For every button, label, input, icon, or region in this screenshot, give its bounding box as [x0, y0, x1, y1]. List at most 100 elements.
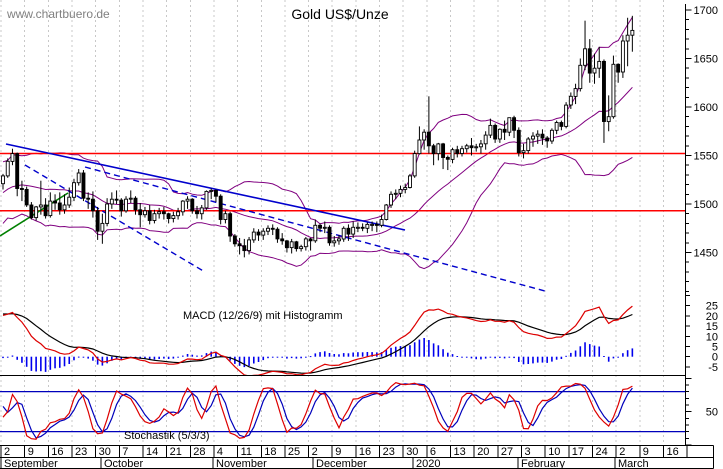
macd-histogram-bar: [172, 356, 175, 359]
macd-histogram-bar: [390, 347, 392, 357]
macd-tick-label: 5: [712, 342, 718, 354]
macd-histogram-bar: [574, 350, 577, 357]
candle-up: [531, 135, 535, 140]
macd-histogram-bar: [290, 356, 293, 359]
macd-histogram-bar: [271, 356, 274, 358]
week-day-label: 18: [264, 446, 276, 458]
week-day-label: 30: [99, 446, 111, 458]
week-day-label: 10: [548, 446, 560, 458]
macd-histogram-bar: [243, 356, 246, 368]
candle-up: [478, 143, 483, 148]
macd-signal-line: [3, 313, 633, 374]
candle-up: [109, 198, 114, 205]
candle-up: [606, 116, 611, 123]
macd-histogram-bar: [470, 356, 473, 359]
candle-up: [34, 206, 39, 219]
week-day-label: 13: [454, 446, 466, 458]
candle-down: [516, 129, 521, 154]
macd-histogram-bar: [338, 354, 340, 357]
candle-up: [488, 124, 493, 136]
candle-up: [370, 223, 375, 226]
candle-down: [327, 226, 332, 244]
macd-histogram-bar: [366, 352, 369, 357]
candle-down: [138, 209, 143, 216]
candle-down: [90, 198, 95, 212]
candle-down: [256, 231, 261, 236]
macd-histogram-bar: [101, 356, 104, 366]
macd-histogram-bar: [295, 356, 298, 359]
candle-down: [559, 122, 564, 127]
candle-down: [512, 117, 517, 131]
macd-histogram-bar: [63, 356, 66, 367]
candle-down: [57, 202, 62, 211]
macd-histogram-bar: [44, 356, 47, 372]
macd-histogram-bar: [598, 346, 601, 357]
candle-up: [223, 213, 228, 220]
candle-up: [497, 128, 502, 140]
candle-down: [441, 143, 446, 158]
week-day-label: 9: [335, 446, 341, 458]
candle-up: [417, 139, 422, 155]
macd-histogram-bar: [451, 354, 454, 357]
candle-up: [403, 187, 408, 190]
macd-histogram-bar: [323, 351, 326, 357]
macd-histogram-bar: [347, 353, 350, 357]
bollinger-lower-line: [2, 153, 633, 270]
macd-histogram-bar: [167, 356, 170, 359]
candle-down: [95, 210, 100, 232]
macd-histogram-bar: [148, 356, 151, 360]
macd-histogram-bar: [399, 346, 402, 357]
candle-up: [266, 227, 270, 232]
macd-histogram-bar: [49, 356, 52, 370]
candle-down: [161, 211, 166, 215]
macd-histogram-bar: [153, 356, 156, 360]
price-tick-label: 1500: [694, 199, 718, 211]
candle-down: [15, 153, 20, 189]
price-tick-label: 1600: [694, 102, 718, 114]
week-day-label: 16: [359, 446, 371, 458]
candle-down: [602, 60, 606, 122]
stoch-label: Stochastik (5/3/3): [124, 430, 210, 442]
macd-histogram-bar: [465, 356, 468, 358]
candle-up: [337, 238, 341, 242]
candle-down: [280, 238, 285, 242]
macd-histogram-bar: [527, 356, 530, 364]
candle-up: [483, 134, 488, 145]
x-axis-table: 2 9 16 23 30 7 14 21 28 4 11 18 25 2 9 16 23 30 6 13 20 27 3 10…: [0, 445, 714, 469]
macd-histogram-bar: [281, 356, 283, 358]
candle-down: [43, 204, 48, 217]
macd-histogram-bar: [262, 356, 265, 361]
macd-histogram-bar: [385, 350, 388, 357]
candle-down: [360, 226, 365, 229]
candle-up: [204, 190, 209, 209]
macd-histogram-bar: [447, 352, 449, 357]
candle-up: [412, 153, 417, 177]
macd-histogram-bar: [475, 356, 477, 360]
gridlines-layer: [0, 0, 664, 445]
macd-histogram-bar: [234, 356, 236, 364]
candle-down: [133, 197, 138, 211]
macd-histogram-bar: [6, 356, 9, 358]
macd-tick-label: 20: [706, 311, 718, 323]
macd-histogram-bar: [352, 352, 354, 357]
macd-histogram-bar: [257, 356, 260, 362]
macd-histogram-bar: [73, 356, 75, 361]
macd-histogram-bar: [186, 354, 189, 357]
candle-up: [526, 138, 531, 152]
week-day-label: 3: [525, 446, 531, 458]
macd-histogram-bar: [2, 356, 4, 359]
candle-up: [322, 226, 327, 229]
macd-histogram-bar: [158, 356, 160, 359]
month-label: October: [104, 458, 143, 469]
candle-up: [535, 133, 540, 137]
macd-tick-label: 15: [706, 321, 718, 333]
candle-up: [389, 193, 393, 206]
macd-histogram-bar: [423, 338, 425, 357]
week-day-label: 9: [28, 446, 34, 458]
candle-down: [318, 224, 322, 229]
candle-down: [242, 245, 247, 252]
candle-up: [124, 198, 128, 212]
candle-up: [76, 172, 81, 184]
candle-down: [81, 172, 86, 199]
